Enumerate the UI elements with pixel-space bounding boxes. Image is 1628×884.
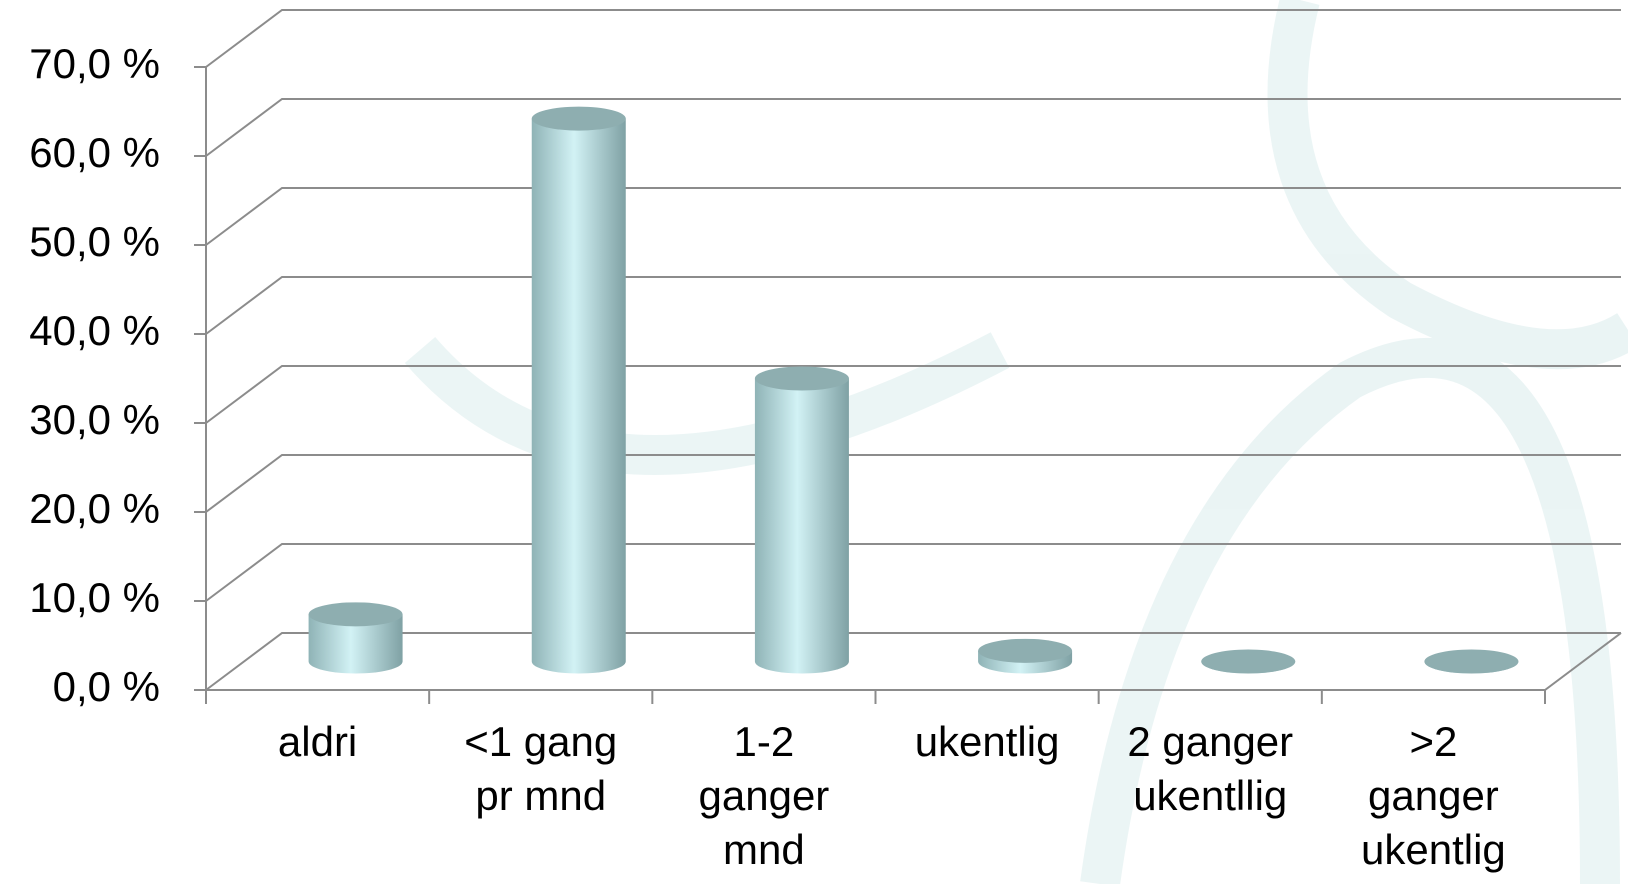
- y-tick-label: 30,0 %: [29, 396, 160, 443]
- cylinder-top: [1201, 649, 1296, 674]
- cylinder-top: [978, 638, 1073, 663]
- grid-line: [205, 98, 1621, 157]
- y-tick-label: 60,0 %: [29, 129, 160, 176]
- y-tick-label: 20,0 %: [29, 485, 160, 532]
- cylinder-top: [531, 106, 626, 131]
- cylinder: [754, 378, 849, 674]
- x-tick-label: >2 ganger ukentlig: [1361, 718, 1506, 873]
- grid-line: [205, 365, 1621, 424]
- y-tick-label: 50,0 %: [29, 218, 160, 265]
- y-tick-label: 10,0 %: [29, 574, 160, 621]
- grid-line: [205, 632, 1621, 691]
- cylinder-top: [1424, 649, 1519, 674]
- y-tick-label: 0,0 %: [53, 663, 160, 710]
- cylinder-top: [308, 602, 403, 627]
- grid-line: [205, 543, 1621, 602]
- cylinder-top: [754, 366, 849, 391]
- grid-line: [205, 454, 1621, 513]
- y-tick-label: 70,0 %: [29, 40, 160, 87]
- cylinder: [531, 118, 626, 674]
- x-tick-label: <1 gang pr mnd: [464, 718, 618, 819]
- y-tick-label: 40,0 %: [29, 307, 160, 354]
- floor: [206, 632, 1622, 691]
- x-tick-label: aldri: [277, 718, 358, 765]
- x-tick-label: ukentlig: [914, 718, 1060, 765]
- grid-line: [205, 187, 1621, 246]
- grid-line: [205, 276, 1621, 335]
- cylinder: [308, 614, 403, 674]
- grid-line: [205, 9, 1621, 68]
- x-tick-label: 2 ganger ukentllig: [1127, 718, 1294, 819]
- x-tick-label: 1-2 ganger mnd: [698, 718, 830, 873]
